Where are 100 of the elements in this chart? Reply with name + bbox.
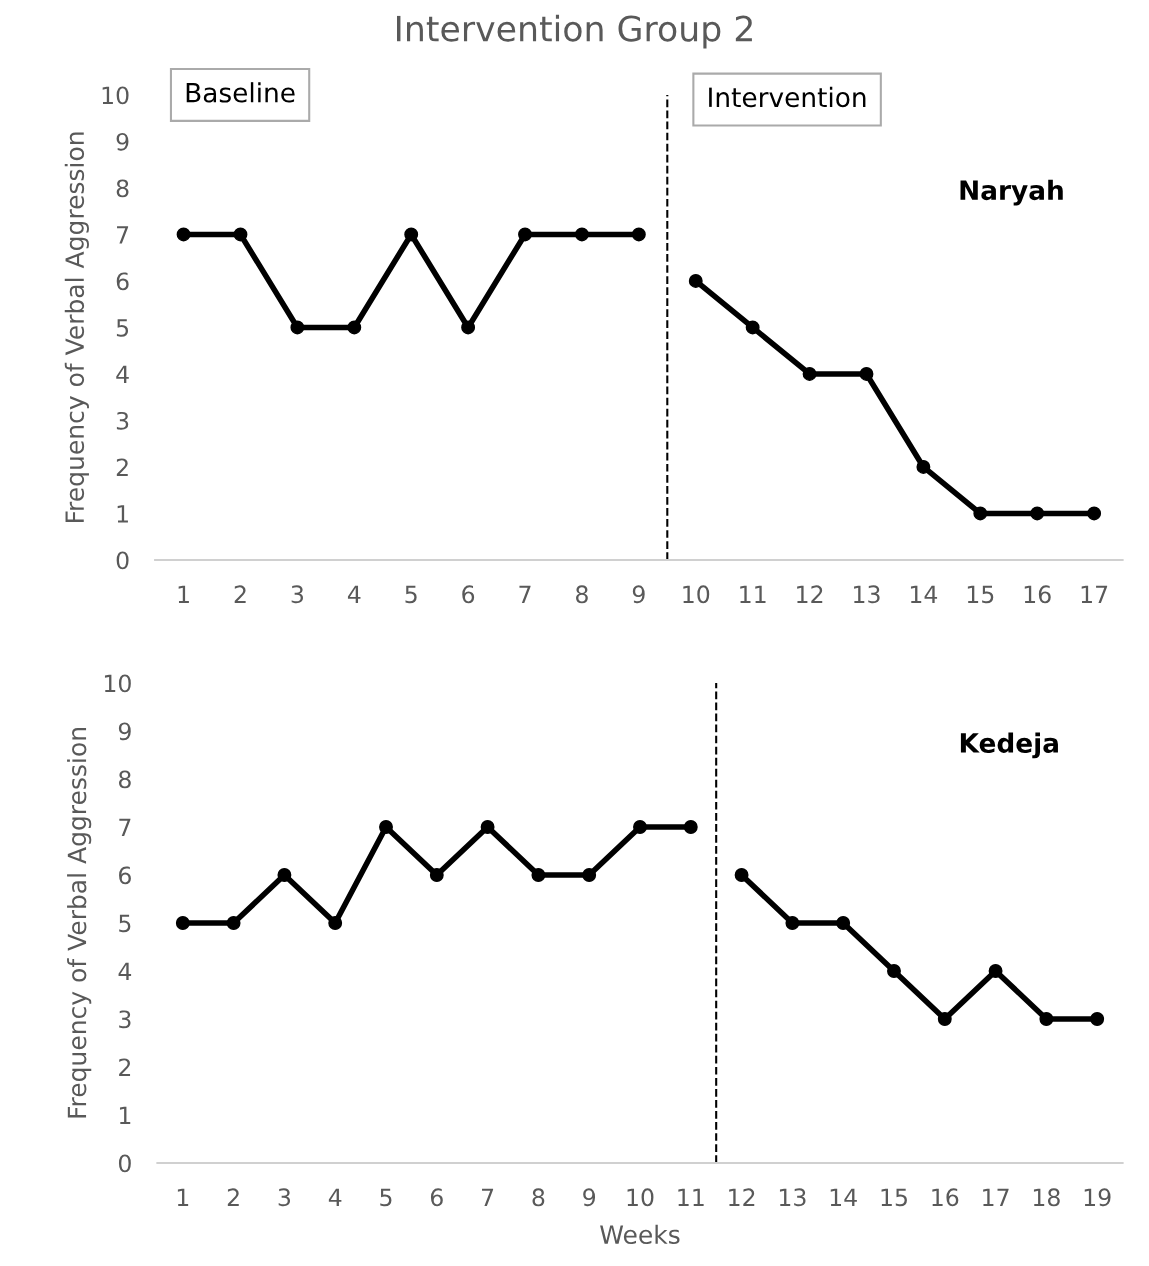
x-tick-label: 16 [932, 1188, 959, 1207]
x-tick-label: 12 [729, 1188, 755, 1206]
y-tick-label: 4 [116, 365, 129, 383]
x-tick-label: 1 [177, 1188, 189, 1206]
point [631, 227, 646, 242]
y-tick-label: 2 [116, 458, 128, 476]
point [988, 964, 1003, 978]
x-tick-label: 15 [967, 585, 994, 604]
y-tick-label: 6 [116, 272, 129, 291]
x-tick-label: 6 [462, 585, 475, 604]
x-tick-label: 7 [519, 585, 531, 603]
y-tick-label: 7 [117, 226, 129, 244]
annotation: Baseline [186, 82, 295, 103]
x-tick-label: 10 [627, 1188, 654, 1207]
x-tick-label: 18 [1033, 1188, 1060, 1207]
x-tick-label: 11 [678, 1188, 704, 1206]
point [379, 820, 393, 834]
x-tick-label: 6 [430, 1188, 443, 1207]
point [859, 367, 874, 381]
x-tick-label: 3 [278, 1188, 291, 1207]
y-tick-label: 5 [119, 914, 131, 933]
y-tick-label: 2 [119, 1058, 131, 1076]
y-tick-label: 0 [118, 1154, 131, 1173]
y-tick-label: 1 [119, 1106, 131, 1124]
point [937, 1012, 952, 1026]
x-tick-label: 9 [632, 585, 645, 604]
x-tick-label: 2 [227, 1188, 239, 1206]
x-tick-label: 11 [740, 585, 766, 603]
x-tick-label: 4 [347, 585, 361, 603]
point [480, 820, 495, 834]
point [836, 916, 851, 930]
point [233, 227, 248, 242]
x-tick-label: 17 [1081, 585, 1108, 603]
point [328, 916, 343, 930]
y-tick-label: 1 [117, 505, 128, 523]
point [429, 868, 444, 882]
y-tick-label: 4 [118, 962, 132, 980]
y-tick-label: 9 [118, 722, 131, 741]
x-tick-label: 7 [482, 1188, 494, 1206]
point [1087, 506, 1102, 521]
point [1090, 1012, 1105, 1026]
point [226, 916, 241, 930]
point [582, 868, 597, 882]
x-tick-label: 12 [797, 585, 823, 603]
x-tick-label: 5 [380, 1188, 392, 1207]
x-tick-label: 19 [1084, 1188, 1111, 1207]
x-tick-label: 3 [291, 585, 304, 604]
y-tick-label: 5 [116, 319, 129, 337]
y-tick-label: 3 [119, 1010, 131, 1029]
y-axis-title: Frequency of Verbal Aggression [67, 728, 92, 1118]
point [175, 916, 190, 930]
y-tick-label: 8 [118, 770, 131, 789]
x-tick-label: 16 [1024, 585, 1051, 604]
y-axis-title: Frequency of Verbal Aggression [64, 132, 89, 523]
point [574, 227, 589, 242]
y-tick-label: 10 [102, 86, 129, 105]
point [802, 367, 817, 381]
y-tick-label: 0 [116, 551, 129, 570]
annotation: Kedeja [960, 732, 1058, 759]
point [745, 320, 760, 335]
x-tick-label: 4 [328, 1188, 342, 1206]
annotation: Naryah [960, 179, 1063, 206]
x-tick-label: 8 [576, 585, 588, 604]
point [633, 820, 647, 834]
x-tick-label: 13 [854, 585, 880, 604]
x-tick-label: 10 [683, 585, 710, 604]
y-tick-label: 8 [116, 179, 129, 198]
point [518, 227, 532, 242]
y-tick-label: 10 [104, 674, 131, 693]
x-tick-label: 17 [983, 1188, 1009, 1206]
point [531, 868, 546, 882]
point [404, 227, 419, 242]
point [290, 320, 305, 335]
point [1039, 1012, 1054, 1026]
point [973, 506, 988, 521]
point [1030, 506, 1045, 521]
point [734, 868, 749, 882]
point [916, 460, 931, 474]
annotation: Intervention [709, 86, 866, 108]
chart-title: Intervention Group 2 [397, 14, 752, 49]
point [683, 820, 698, 834]
x-tick-label: 8 [532, 1188, 545, 1207]
x-tick-label: 9 [583, 1188, 596, 1207]
x-tick-label: 5 [405, 585, 417, 604]
y-tick-label: 3 [116, 411, 129, 430]
point [277, 868, 292, 882]
x-tick-label: 1 [178, 585, 189, 603]
y-tick-label: 7 [119, 818, 131, 836]
x-tick-label: 13 [779, 1188, 806, 1207]
y-tick-label: 9 [116, 132, 129, 151]
point [785, 916, 800, 930]
point [688, 274, 703, 288]
x-tick-label: 14 [830, 1188, 857, 1206]
point [461, 320, 476, 335]
point [347, 320, 362, 335]
x-axis-title: Weeks [600, 1224, 680, 1245]
point [887, 964, 901, 978]
x-tick-label: 2 [234, 585, 246, 603]
x-tick-label: 15 [881, 1188, 907, 1207]
x-tick-label: 14 [910, 585, 938, 603]
